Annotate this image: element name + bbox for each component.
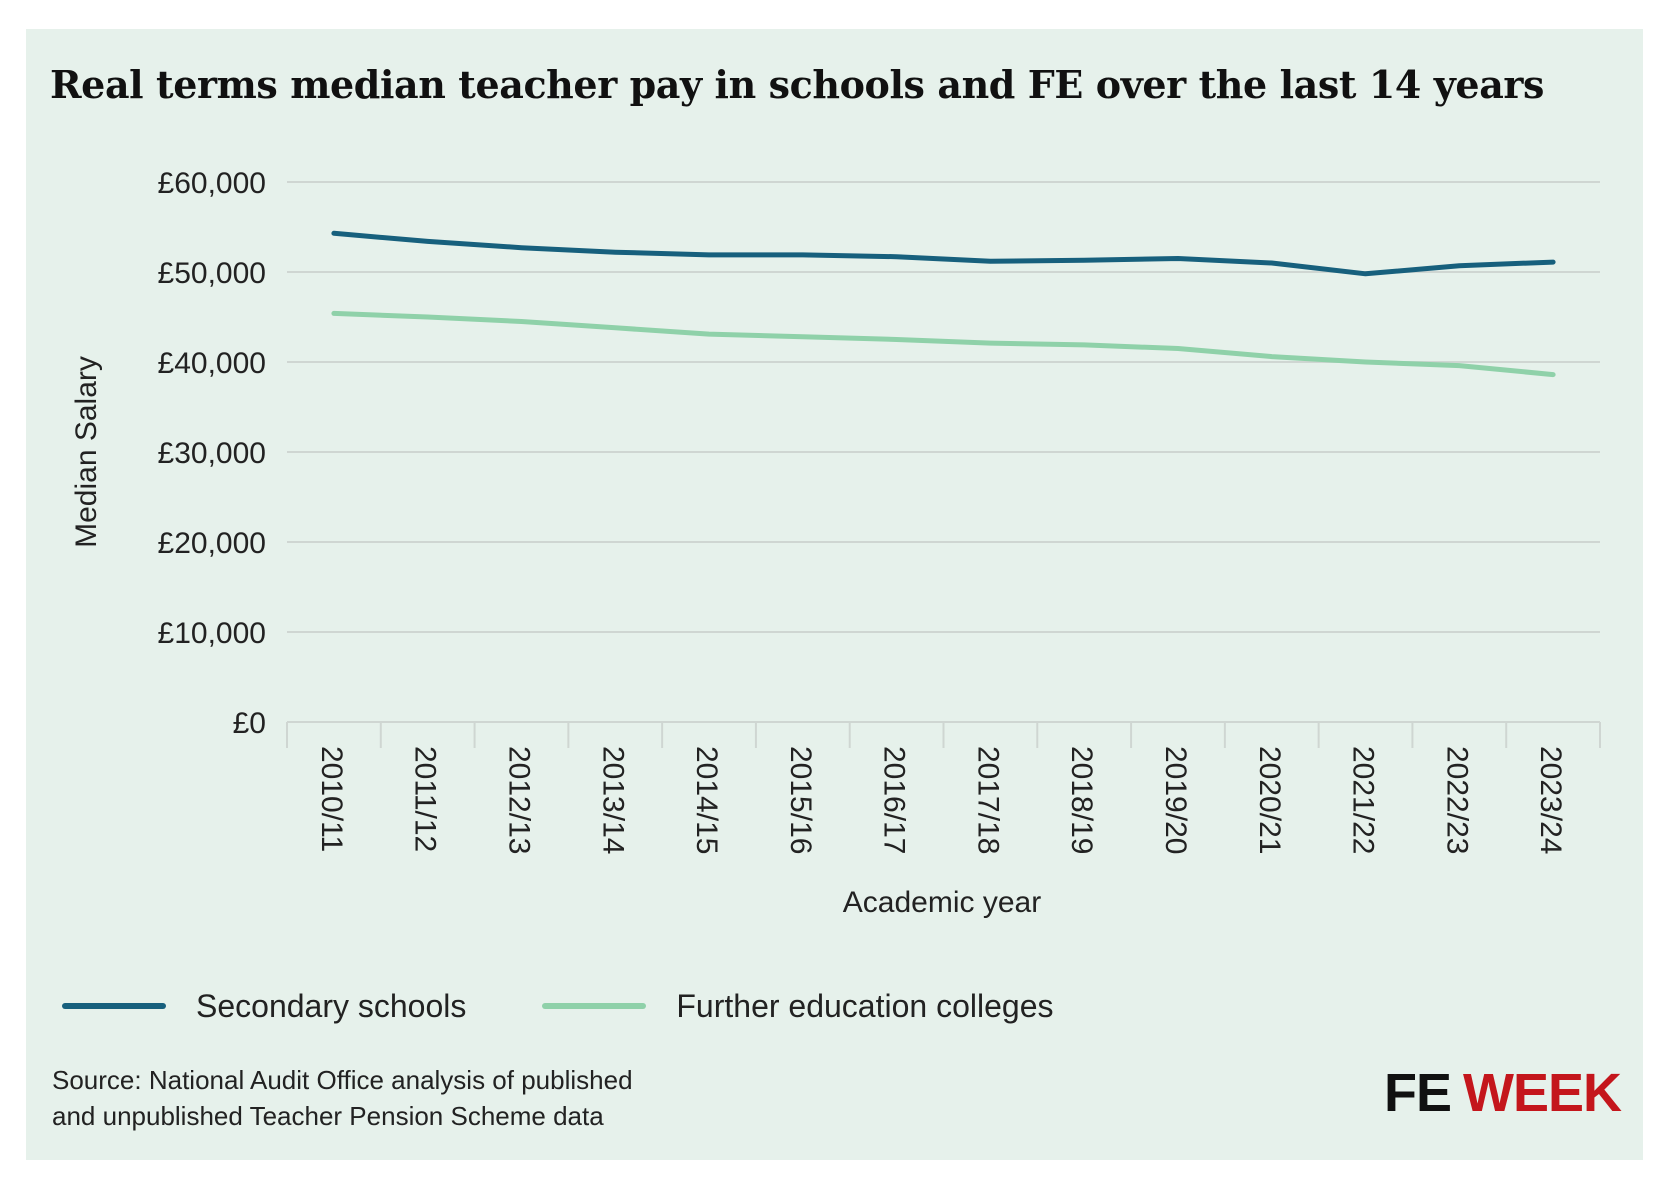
- y-axis-ticks: £0 £10,000 £20,000 £30,000 £40,000 £50,000 £60…: [158, 167, 266, 740]
- x-tick-label-2022-23: 2022/23: [1440, 746, 1473, 854]
- series-line-secondary-schools: [331, 230, 1556, 277]
- legend-item-secondary-schools: Secondary schools: [62, 988, 466, 1025]
- x-tick-label-2023-24: 2023/24: [1534, 746, 1567, 854]
- legend-label-further-education-colleges: Further education colleges: [676, 987, 1054, 1024]
- y-tick-label-20000: £20,000: [158, 527, 266, 560]
- x-tick-label-2012-13: 2012/13: [502, 746, 535, 854]
- x-axis: 2010/11 2011/12 2012/13 2013/14 2014/15 2015/…: [286, 721, 1601, 854]
- source-line-2: and unpublished Teacher Pension Scheme d…: [52, 1101, 604, 1131]
- gridlines: [287, 181, 1600, 633]
- y-tick-label-50000: £50,000: [158, 257, 266, 290]
- y-tick-label-10000: £10,000: [158, 617, 266, 650]
- x-axis-title: Academic year: [843, 886, 1041, 919]
- legend-swatch-secondary-schools: [62, 1003, 166, 1009]
- chart-title: Real terms median teacher pay in schools…: [50, 62, 1545, 107]
- legend-item-further-education-colleges: Further education colleges: [542, 988, 1053, 1025]
- y-tick-label-0: £0: [233, 707, 266, 740]
- legend-swatch-further-education-colleges: [542, 1003, 647, 1009]
- legend: Secondary schools Further education coll…: [62, 982, 1129, 1030]
- y-axis-title: Median Salary: [70, 356, 103, 548]
- x-tick-label-2015-16: 2015/16: [784, 746, 817, 854]
- x-tick-label-2011-12: 2011/12: [409, 746, 442, 852]
- x-tick-label-2017-18: 2017/18: [971, 746, 1004, 854]
- x-tick-label-2010-11: 2010/11: [315, 746, 348, 852]
- logo-fe: FE: [1383, 1063, 1452, 1123]
- fe-week-logo: FE WEEK: [1383, 1063, 1622, 1123]
- x-tick-label-2019-20: 2019/20: [1159, 746, 1192, 854]
- legend-label-secondary-schools: Secondary schools: [196, 987, 467, 1024]
- x-tick-label-2021-22: 2021/22: [1347, 746, 1380, 854]
- source-line-1: Source: National Audit Office analysis o…: [52, 1065, 633, 1095]
- x-tick-label-2018-19: 2018/19: [1065, 746, 1098, 854]
- series-lines: [331, 230, 1556, 378]
- y-tick-label-60000: £60,000: [158, 167, 266, 200]
- series-line-further-education-colleges: [331, 310, 1556, 378]
- x-tick-label-2014-15: 2014/15: [690, 746, 723, 854]
- chart-panel: [26, 29, 1643, 1160]
- source-note: Source: National Audit Office analysis o…: [52, 1062, 812, 1134]
- logo-week: WEEK: [1463, 1063, 1622, 1123]
- x-tick-label-2016-17: 2016/17: [878, 746, 911, 854]
- x-tick-label-2020-21: 2020/21: [1253, 746, 1286, 854]
- y-tick-label-30000: £30,000: [158, 437, 266, 470]
- y-tick-label-40000: £40,000: [158, 347, 266, 380]
- x-tick-label-2013-14: 2013/14: [596, 746, 629, 854]
